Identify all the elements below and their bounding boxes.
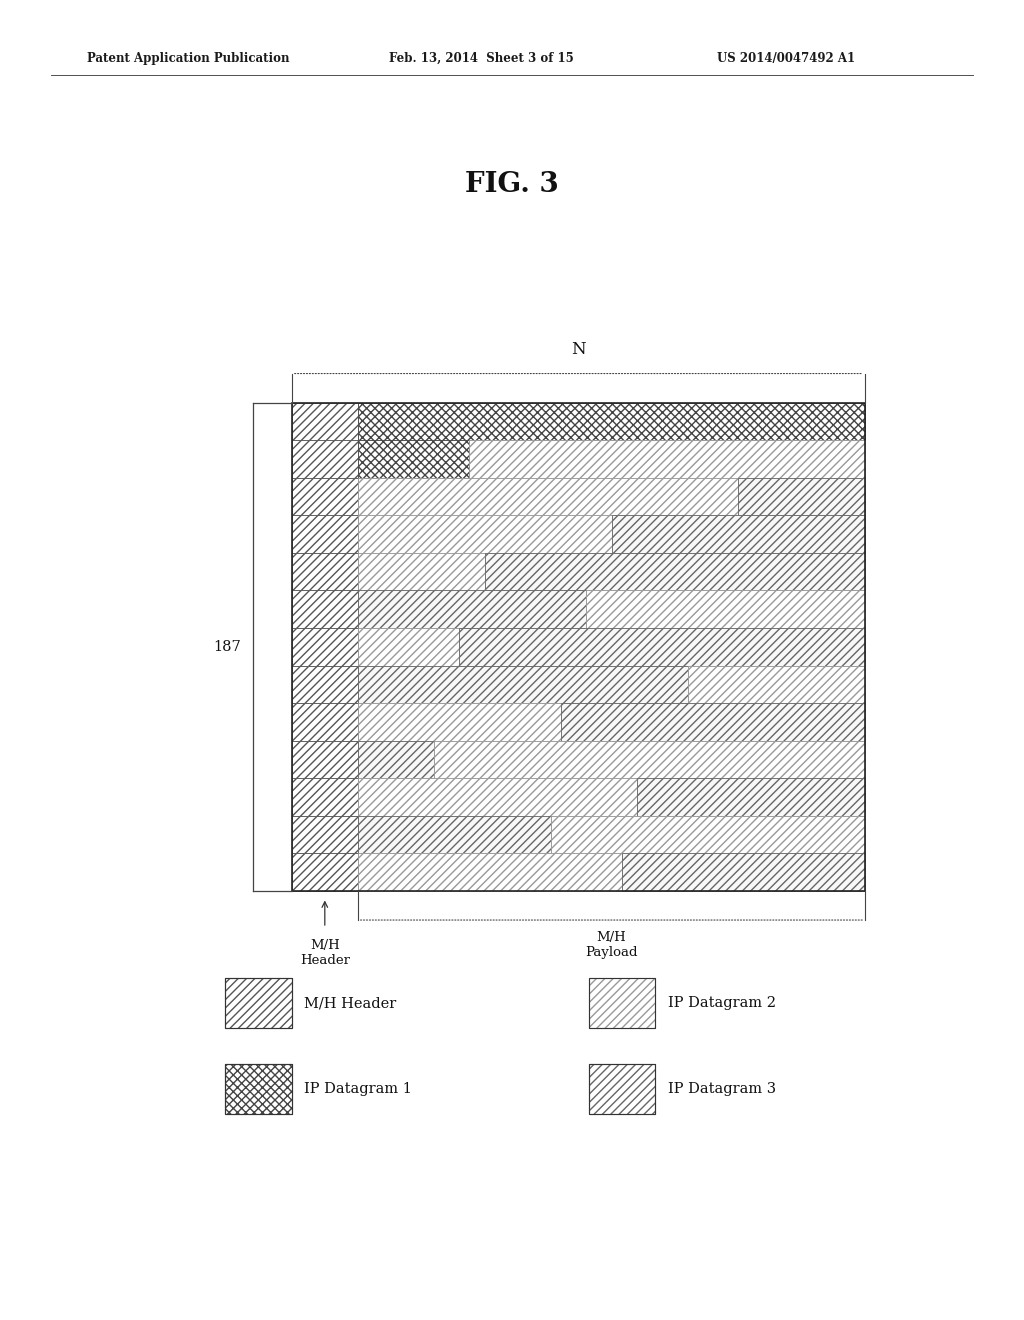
Text: IP Datagram 3: IP Datagram 3 [668, 1082, 776, 1096]
Bar [622, 854, 865, 891]
Bar [292, 478, 357, 515]
Bar [637, 779, 865, 816]
Bar [225, 978, 292, 1028]
Bar [434, 741, 865, 779]
Text: M/H
Payload: M/H Payload [586, 931, 638, 958]
Bar [292, 741, 357, 779]
Bar [292, 590, 357, 628]
Bar [589, 1064, 655, 1114]
Bar [357, 590, 586, 628]
Bar [292, 553, 357, 590]
Bar [292, 779, 357, 816]
Bar [589, 978, 655, 1028]
Text: M/H Header: M/H Header [304, 997, 396, 1010]
Bar [357, 854, 622, 891]
Bar [292, 440, 357, 478]
Bar [225, 1064, 292, 1114]
Bar [292, 403, 865, 891]
Bar [357, 628, 460, 665]
Text: US 2014/0047492 A1: US 2014/0047492 A1 [717, 51, 855, 65]
Bar [357, 553, 484, 590]
Bar [292, 515, 357, 553]
Bar [357, 741, 434, 779]
Text: N: N [571, 341, 586, 358]
Bar [357, 478, 738, 515]
Bar [357, 704, 561, 741]
Bar [357, 515, 611, 553]
Bar [589, 1064, 655, 1114]
Bar [292, 816, 357, 854]
Text: M/H
Header: M/H Header [300, 939, 350, 966]
Bar [292, 403, 357, 440]
Bar [561, 704, 865, 741]
Bar [357, 665, 688, 704]
Text: Feb. 13, 2014  Sheet 3 of 15: Feb. 13, 2014 Sheet 3 of 15 [389, 51, 573, 65]
Text: Patent Application Publication: Patent Application Publication [87, 51, 290, 65]
Bar [292, 628, 357, 665]
Bar [738, 478, 865, 515]
Bar [357, 779, 637, 816]
Bar [586, 590, 865, 628]
Bar [357, 816, 551, 854]
Bar [357, 403, 865, 440]
Bar [469, 440, 865, 478]
Text: FIG. 3: FIG. 3 [465, 172, 559, 198]
Bar [484, 553, 865, 590]
Bar [357, 440, 469, 478]
Text: IP Datagram 1: IP Datagram 1 [304, 1082, 412, 1096]
Bar [688, 665, 865, 704]
Bar [225, 978, 292, 1028]
Text: IP Datagram 2: IP Datagram 2 [668, 997, 775, 1010]
Bar [460, 628, 865, 665]
Bar [292, 704, 357, 741]
Text: 187: 187 [213, 640, 241, 653]
Bar [551, 816, 865, 854]
Bar [225, 1064, 292, 1114]
Bar [589, 978, 655, 1028]
Bar [611, 515, 865, 553]
Bar [292, 665, 357, 704]
Bar [292, 854, 357, 891]
